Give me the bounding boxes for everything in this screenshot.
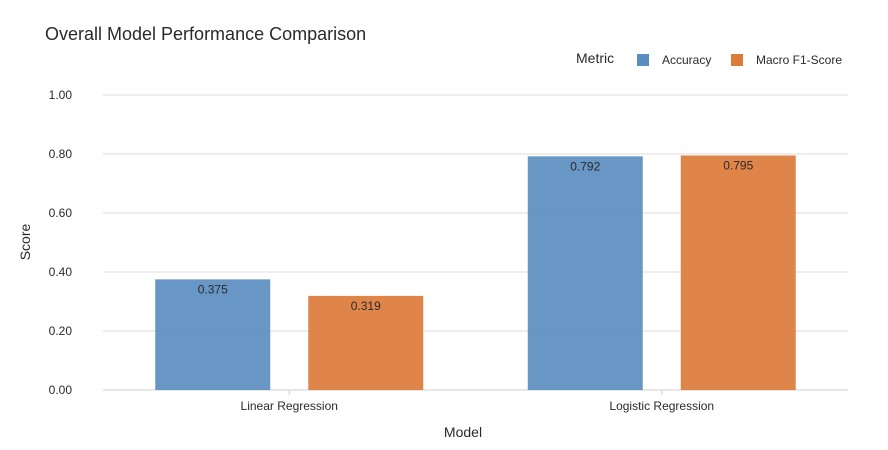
legend: Metric Accuracy Macro F1-Score (576, 50, 842, 67)
y-axis-title: Score (17, 224, 33, 261)
legend-swatch (731, 54, 743, 66)
y-tick-label: 0.80 (49, 147, 73, 161)
bar-macro-f1-1 (680, 155, 796, 390)
x-axis-title: Model (444, 424, 482, 440)
bar-accuracy-1 (527, 156, 643, 390)
data-label: 0.792 (570, 159, 600, 173)
y-tick-label: 0.60 (49, 206, 73, 220)
x-tick-label: Linear Regression (241, 399, 338, 413)
y-tick-label: 0.00 (49, 383, 73, 397)
data-label: 0.795 (723, 158, 753, 172)
bar-macro-f1-0 (308, 295, 424, 390)
legend-label: Accuracy (662, 53, 711, 67)
data-label: 0.375 (198, 282, 228, 296)
y-tick-label: 1.00 (49, 88, 73, 102)
chart-title: Overall Model Performance Comparison (45, 24, 366, 44)
legend-title: Metric (576, 50, 614, 66)
y-tick-label: 0.20 (49, 324, 73, 338)
legend-swatch (637, 54, 649, 66)
bars (155, 155, 796, 390)
data-labels: 0.375 0.319 0.792 0.795 (198, 158, 754, 312)
bar-accuracy-0 (155, 279, 271, 390)
legend-label: Macro F1-Score (756, 53, 842, 67)
data-label: 0.319 (351, 299, 381, 313)
y-tick-label: 0.40 (49, 265, 73, 279)
x-axis-ticks: Linear Regression Logistic Regression (241, 390, 714, 413)
x-tick-label: Logistic Regression (609, 399, 714, 413)
y-axis-ticks: 0.00 0.20 0.40 0.60 0.80 1.00 (49, 88, 73, 397)
